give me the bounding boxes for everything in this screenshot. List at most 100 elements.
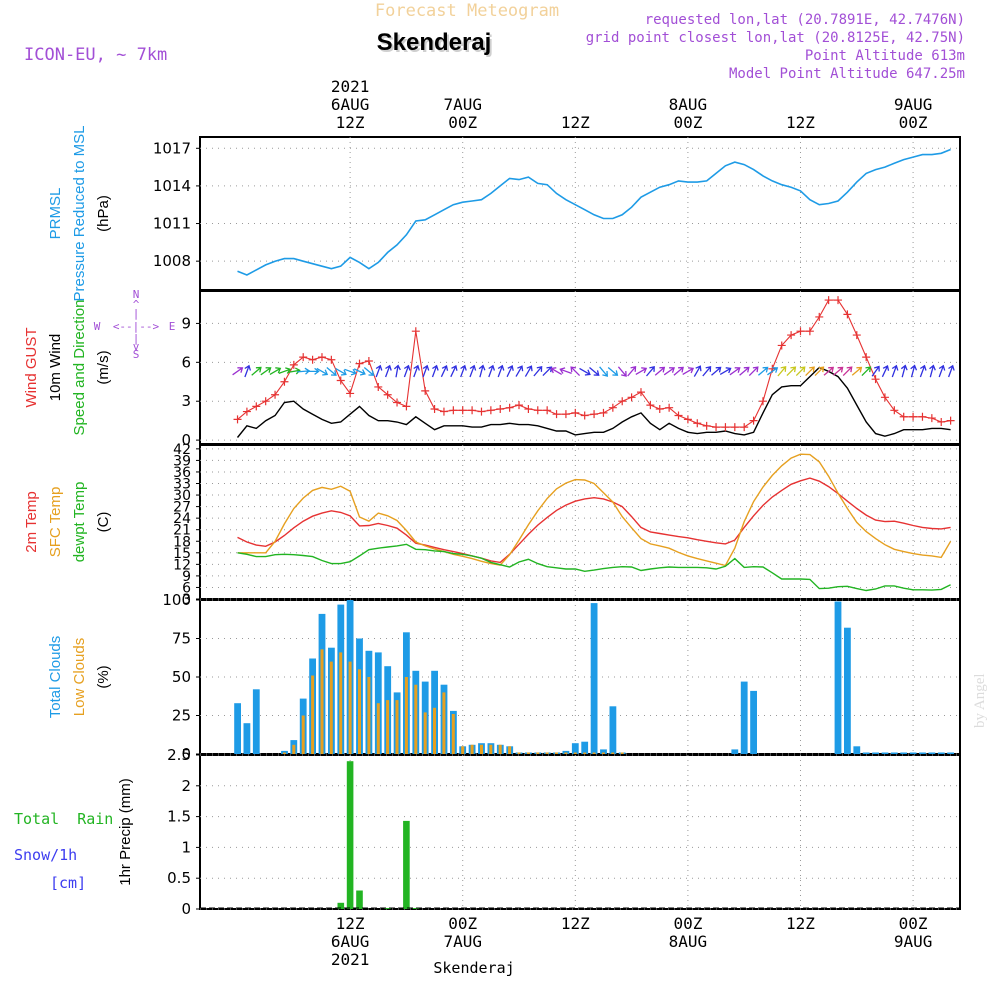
low-cloud-bar bbox=[339, 652, 343, 754]
wind-direction-arrow bbox=[711, 366, 722, 376]
gust-marker bbox=[618, 397, 627, 406]
gust-marker bbox=[627, 393, 636, 402]
gust-marker bbox=[909, 412, 918, 421]
wind-direction-arrow bbox=[823, 366, 835, 376]
wind-direction-arrow bbox=[748, 366, 759, 377]
temp-ytick-label: 30 bbox=[173, 488, 191, 504]
clouds-ytick-label: 50 bbox=[172, 668, 191, 686]
gust-marker bbox=[308, 355, 317, 364]
wind-ytick-label: 0 bbox=[181, 431, 191, 449]
wind-axis-label-3: (m/s) bbox=[95, 350, 112, 384]
temp-ytick-label: 33 bbox=[173, 477, 191, 493]
gust-marker bbox=[646, 401, 655, 410]
gust-marker bbox=[317, 353, 326, 362]
time-label-bottom: 00Z bbox=[899, 914, 928, 933]
total-cloud-bar bbox=[281, 750, 288, 754]
precip-ytick-label: 2.5 bbox=[167, 746, 191, 764]
gust-marker bbox=[449, 406, 458, 415]
temp-2m-line bbox=[237, 477, 951, 564]
wind-direction-arrow bbox=[384, 364, 392, 378]
time-label-top: 6AUG bbox=[331, 95, 370, 114]
wind-axis-label-1: 10m Wind bbox=[47, 334, 64, 402]
time-label-top: 00Z bbox=[673, 113, 702, 132]
total-cloud-bar bbox=[853, 746, 861, 754]
gust-marker bbox=[655, 404, 664, 413]
time-label-bottom: 8AUG bbox=[669, 932, 708, 951]
compass-bar-top: | bbox=[133, 307, 140, 320]
low-cloud-bar bbox=[311, 675, 315, 754]
time-label-bottom: 12Z bbox=[786, 914, 815, 933]
rain-bar bbox=[356, 890, 363, 909]
wind-direction-arrow bbox=[646, 365, 655, 377]
total-cloud-bar bbox=[750, 690, 757, 754]
wind-direction-arrow bbox=[702, 365, 712, 377]
precip-axis-label-0: 1hr Precip (mm) bbox=[117, 778, 134, 886]
pressure-grid bbox=[200, 137, 960, 290]
gust-marker bbox=[890, 406, 899, 415]
gust-marker bbox=[336, 376, 345, 385]
gust-marker bbox=[758, 397, 767, 406]
wind-direction-arrow bbox=[757, 366, 769, 376]
gust-marker bbox=[749, 416, 758, 425]
gust-marker bbox=[458, 406, 467, 415]
gust-marker bbox=[271, 390, 280, 399]
total-cloud-bar bbox=[740, 681, 748, 754]
rain-bar bbox=[403, 820, 410, 909]
gust-marker bbox=[852, 331, 861, 340]
gust-marker bbox=[636, 388, 645, 397]
time-label-bottom: 00Z bbox=[448, 914, 477, 933]
wind-direction-arrow bbox=[589, 367, 600, 376]
gust-marker bbox=[740, 423, 749, 432]
grid-point-coords: grid point closest lon,lat (20.8125E, 42… bbox=[586, 30, 965, 46]
total-cloud-bar bbox=[234, 703, 241, 754]
wind-direction-arrow bbox=[422, 364, 430, 378]
low-cloud-bar bbox=[545, 752, 549, 754]
wind-direction-arrow bbox=[805, 366, 815, 377]
temp-sfc-line bbox=[237, 453, 952, 567]
rain-bar bbox=[384, 908, 391, 909]
wind-direction-arrow bbox=[663, 367, 675, 376]
low-cloud-bar bbox=[480, 744, 483, 754]
panels: 1008 1011 1014 1017 PRMSL Pressure Reduced to… bbox=[23, 126, 961, 918]
wind-direction-arrow bbox=[460, 364, 467, 378]
wind-direction-arrow bbox=[861, 366, 872, 377]
gust-marker bbox=[496, 404, 505, 413]
gust-marker bbox=[918, 412, 927, 421]
gust-marker bbox=[327, 355, 336, 364]
total-cloud-bar bbox=[834, 601, 842, 754]
time-label-bottom: 12Z bbox=[336, 914, 365, 933]
gust-marker bbox=[805, 327, 814, 336]
time-label-top: 00Z bbox=[448, 113, 477, 132]
panel-clouds: 0 25 50 75 100 Total Clouds Low Clouds (%) bbox=[47, 591, 961, 763]
wind-direction-arrow bbox=[506, 365, 514, 378]
low-cloud-bar bbox=[461, 746, 465, 754]
total-cloud-bar bbox=[872, 752, 879, 754]
wind-direction-arrow bbox=[244, 364, 252, 378]
temp-grid bbox=[200, 445, 960, 600]
gust-marker bbox=[477, 407, 486, 416]
wind-direction-arrow bbox=[891, 364, 899, 378]
gust-marker bbox=[543, 406, 552, 415]
precip-ytick-label: 1.5 bbox=[167, 808, 191, 826]
wind-direction-arrow bbox=[947, 364, 955, 378]
low-cloud-bar bbox=[348, 661, 352, 754]
total-cloud-bar bbox=[600, 749, 607, 754]
wind-direction-arrow bbox=[881, 365, 890, 378]
low-cloud-bar bbox=[292, 744, 296, 754]
clouds-ytick-label: 100 bbox=[162, 591, 191, 609]
pressure-axis-label-2: (hPa) bbox=[95, 195, 112, 232]
compass-e: E bbox=[169, 320, 176, 333]
time-label-bottom: 9AUG bbox=[894, 932, 933, 951]
low-cloud-bar bbox=[301, 715, 305, 754]
rain-bars bbox=[337, 761, 420, 909]
location-title-front: Skenderaj bbox=[377, 29, 492, 56]
total-cloud-bar bbox=[862, 752, 870, 754]
wind-direction-arrow bbox=[719, 367, 732, 375]
precip-grid bbox=[200, 754, 960, 910]
low-cloud-bar bbox=[611, 752, 615, 754]
gust-marker bbox=[871, 375, 880, 384]
wind-direction-arrow bbox=[607, 367, 619, 376]
panel-wind: 0 3 6 9 Wind GUST 10m Wind Speed and Direction… bbox=[23, 290, 961, 449]
gust-marker bbox=[411, 327, 420, 336]
low-cloud-bar bbox=[470, 744, 474, 754]
